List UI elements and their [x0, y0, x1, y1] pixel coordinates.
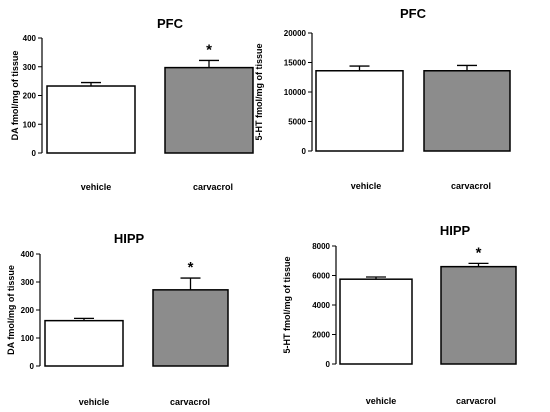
panel-1-y-tick-label: 400	[23, 34, 37, 43]
panel-4-category-label-vehicle: vehicle	[366, 396, 397, 406]
panel-2-y-tick-label: 20000	[284, 29, 307, 38]
panel-1-y-tick-label: 0	[32, 149, 37, 158]
panel-1-title: PFC	[157, 16, 184, 31]
panel-4-y-tick-label: 8000	[312, 242, 330, 251]
panel-4-y-tick-label: 2000	[312, 331, 330, 340]
panel-4-category-label-carvacrol: carvacrol	[456, 396, 496, 406]
panel-2-y-axis-label: 5-HT fmol/mg of tissue	[254, 43, 264, 140]
panel-1-significance-carvacrol: *	[206, 41, 212, 58]
panel-1-y-tick-label: 200	[23, 92, 37, 101]
panel-2-y-tick-label: 15000	[284, 59, 307, 68]
panel-2-y-tick-label: 10000	[284, 88, 307, 97]
panel-4-title: HIPP	[440, 223, 471, 238]
panel-2-category-label-carvacrol: carvacrol	[451, 181, 491, 191]
panel-2-y-tick-label: 5000	[288, 118, 306, 127]
panel-1-y-tick-label: 100	[23, 120, 37, 129]
panel-3-category-label-carvacrol: carvacrol	[170, 397, 210, 407]
panel-1-category-label-vehicle: vehicle	[81, 182, 112, 192]
panel-4-significance-carvacrol: *	[476, 244, 482, 261]
panel-3-y-tick-label: 100	[21, 334, 35, 343]
panel-3-y-tick-label: 400	[21, 250, 35, 259]
panel-3-y-tick-label: 300	[21, 278, 35, 287]
panel-1-y-axis-label: DA fmol/mg of tissue	[10, 51, 20, 141]
panel-4-y-tick-label: 6000	[312, 272, 330, 281]
panel-2-y-tick-label: 0	[302, 147, 307, 156]
panel-3-y-tick-label: 200	[21, 306, 35, 315]
panel-1-y-tick-label: 300	[23, 63, 37, 72]
panel-4-bar-carvacrol	[440, 265, 517, 365]
panel-2-bar-carvacrol	[423, 70, 511, 152]
panel-4-y-tick-label: 4000	[312, 301, 330, 310]
panel-4-bar-vehicle	[339, 278, 413, 365]
panel-3-title: HIPP	[114, 231, 145, 246]
panel-3-y-tick-label: 0	[30, 362, 35, 371]
panel-3-y-axis-label: DA fmol/mg of tissue	[6, 265, 16, 355]
panel-3-bar-vehicle	[44, 319, 124, 367]
panel-4-y-tick-label: 0	[326, 360, 331, 369]
panel-2-title: PFC	[400, 6, 427, 21]
panel-2-category-label-vehicle: vehicle	[351, 181, 382, 191]
panel-3-bar-carvacrol	[152, 289, 229, 367]
panel-3-category-label-vehicle: vehicle	[79, 397, 110, 407]
panel-3-significance-carvacrol: *	[188, 259, 194, 276]
panel-1-bar-vehicle	[46, 85, 136, 154]
panel-4-y-axis-label: 5-HT fmol/mg of tissue	[282, 256, 292, 353]
panel-1-bar-carvacrol	[164, 66, 254, 154]
panel-1-category-label-carvacrol: carvacrol	[193, 182, 233, 192]
panel-2-bar-vehicle	[315, 70, 404, 152]
